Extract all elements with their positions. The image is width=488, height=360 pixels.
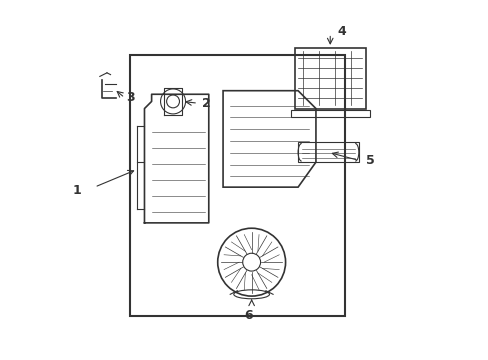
Bar [294, 48, 365, 109]
Text: 4: 4 [337, 25, 346, 38]
Text: 1: 1 [73, 184, 81, 197]
Text: 6: 6 [244, 309, 253, 322]
Text: 5: 5 [365, 154, 374, 167]
Text: 2: 2 [201, 97, 210, 110]
Text: 3: 3 [126, 91, 135, 104]
Bar [290, 111, 369, 117]
Bar [298, 143, 358, 162]
Bar [130, 55, 344, 316]
